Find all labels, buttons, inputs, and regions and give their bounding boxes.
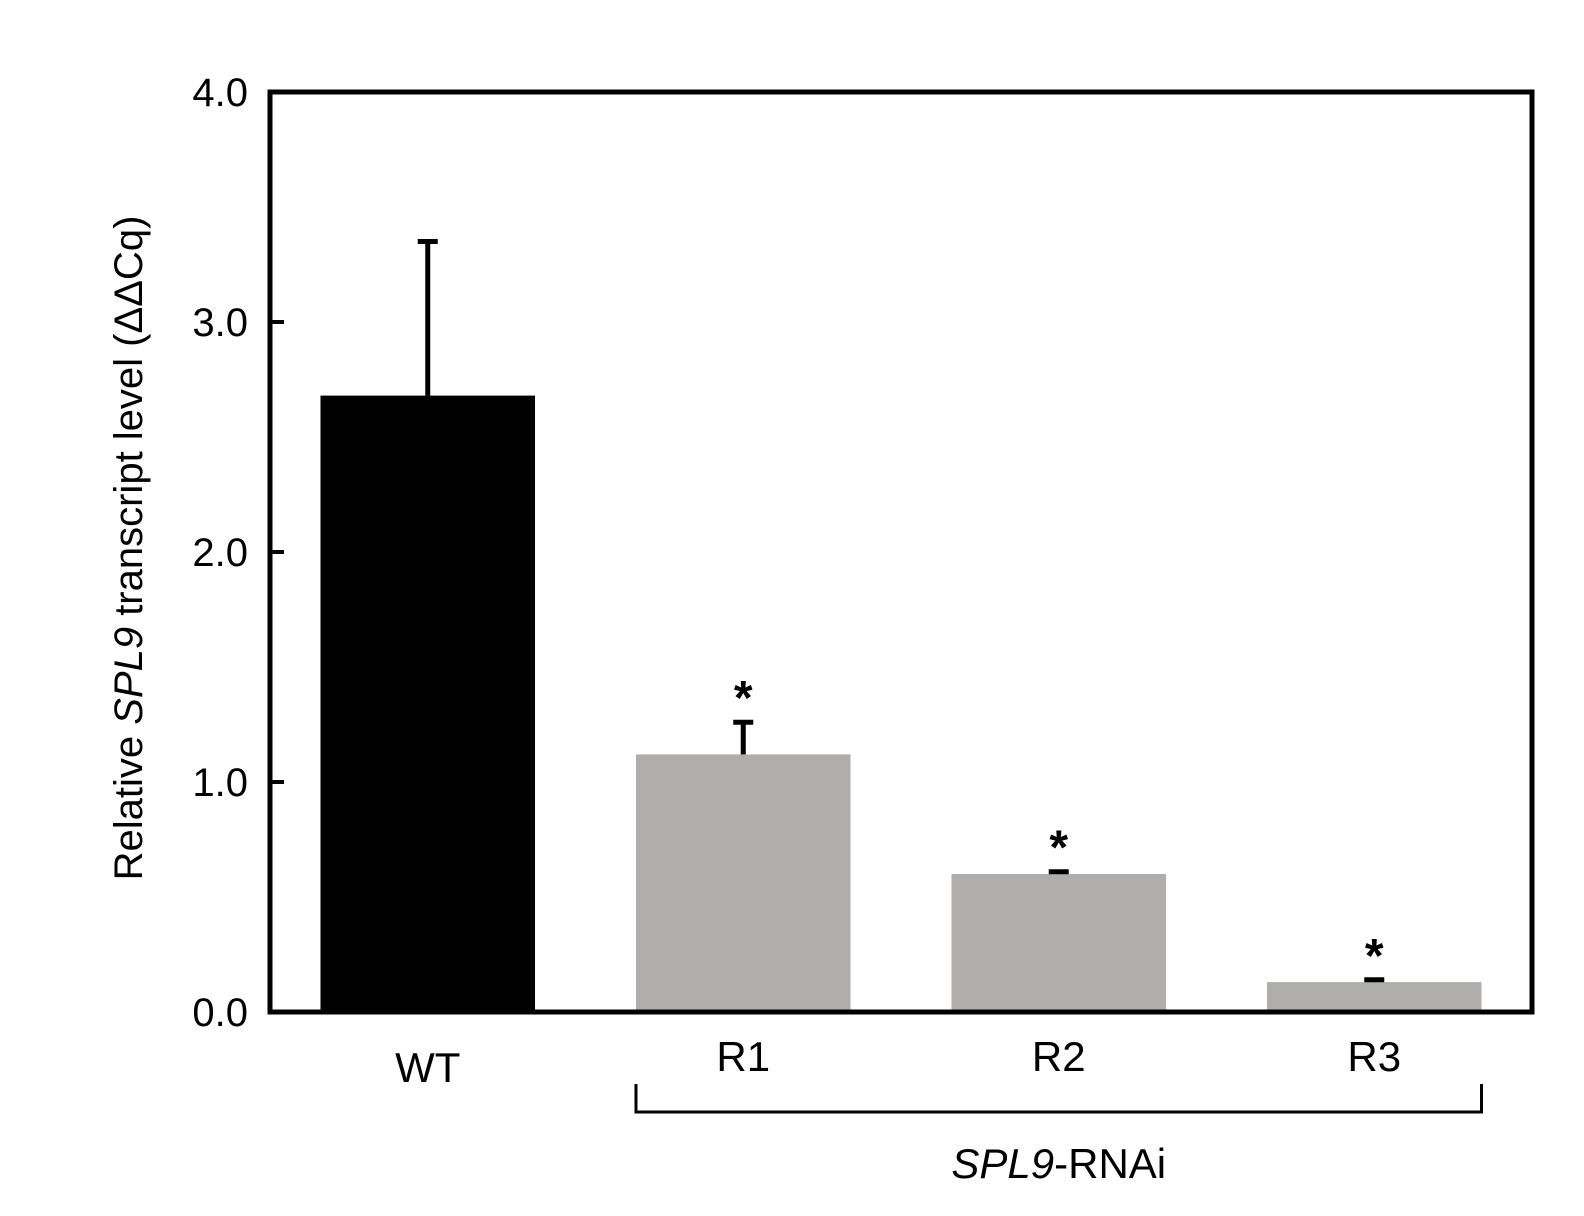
bar-r3 xyxy=(1266,982,1482,1012)
group-label: SPL9-RNAi xyxy=(951,1140,1166,1187)
y-axis-label-suffix: transcript level (ΔΔCq) xyxy=(107,216,151,627)
significance-markers: * * * xyxy=(734,672,1384,983)
bar-wt xyxy=(320,395,536,1013)
significance-star-r2: * xyxy=(1049,822,1068,875)
x-axis-labels: WT R1 R2 R3 xyxy=(395,1033,1401,1091)
bars xyxy=(320,395,1482,1013)
group-label-gene: SPL9 xyxy=(951,1140,1054,1187)
y-axis-label-gene: SPL9 xyxy=(107,627,151,725)
y-tick-label: 1.0 xyxy=(192,761,248,805)
y-tick-label: 3.0 xyxy=(192,301,248,345)
significance-star-r3: * xyxy=(1365,930,1384,983)
y-tick-label: 4.0 xyxy=(192,71,248,115)
x-label-r2: R2 xyxy=(1032,1033,1086,1080)
y-tick-label: 2.0 xyxy=(192,531,248,575)
group-bracket xyxy=(634,1084,1484,1114)
x-label-wt: WT xyxy=(395,1044,460,1091)
group-label-suffix: -RNAi xyxy=(1054,1140,1166,1187)
significance-star-r1: * xyxy=(734,672,753,725)
y-axis-ticks: 0.0 1.0 2.0 3.0 4.0 xyxy=(192,71,284,1035)
x-label-r1: R1 xyxy=(716,1033,770,1080)
x-label-r3: R3 xyxy=(1347,1033,1401,1080)
y-tick-label: 0.0 xyxy=(192,991,248,1035)
group-bracket-line xyxy=(634,1084,1484,1114)
bar-r2 xyxy=(951,874,1167,1012)
error-bars xyxy=(417,239,1385,983)
bar-r1 xyxy=(635,754,851,1012)
y-axis-label-prefix: Relative xyxy=(107,725,151,881)
y-axis-label: Relative SPL9 transcript level (ΔΔCq) xyxy=(107,216,151,881)
